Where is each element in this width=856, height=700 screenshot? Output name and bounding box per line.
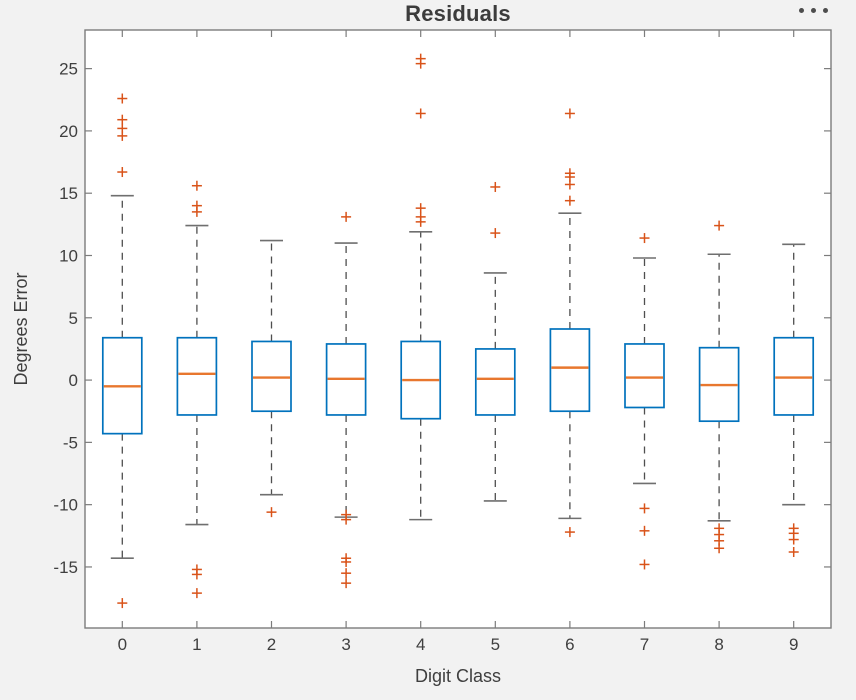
outlier-marker [341, 514, 352, 525]
y-tick-label: 0 [69, 371, 78, 390]
outlier-marker [341, 556, 352, 567]
boxplot-digit-7 [624, 233, 665, 570]
y-tick-label: -15 [53, 558, 78, 577]
boxplot-digit-6 [549, 108, 591, 538]
outlier-marker [415, 216, 426, 227]
outlier-marker [117, 598, 128, 609]
iqr-box [176, 336, 218, 416]
boxplot-digit-1 [176, 180, 218, 599]
outlier-marker [639, 233, 650, 244]
x-tick-label: 8 [714, 635, 723, 654]
y-tick-label: 20 [59, 122, 78, 141]
outlier-marker [415, 203, 426, 214]
outlier-marker [415, 58, 426, 69]
chart-title: Residuals [405, 1, 511, 26]
iqr-box [474, 348, 516, 416]
outlier-marker [788, 534, 799, 545]
outlier-marker [788, 547, 799, 558]
outlier-marker [564, 108, 575, 119]
boxplot-digit-9 [773, 243, 815, 558]
y-tick-label: 5 [69, 309, 78, 328]
ellipsis-dot [811, 8, 816, 13]
outlier-marker [117, 130, 128, 141]
x-tick-label: 3 [341, 635, 350, 654]
boxplot-digit-3 [325, 211, 367, 589]
boxplot-digit-2 [251, 239, 292, 518]
boxplot-digit-4 [400, 53, 442, 521]
boxplot-digit-0 [101, 93, 143, 609]
outlier-marker [639, 503, 650, 514]
outlier-marker [564, 195, 575, 206]
ellipsis-dot [823, 8, 828, 13]
x-tick-label: 1 [192, 635, 201, 654]
y-tick-label: -5 [63, 433, 78, 452]
y-tick-label: 15 [59, 184, 78, 203]
outlier-marker [341, 568, 352, 579]
iqr-box [549, 328, 591, 413]
x-axis-label: Digit Class [415, 666, 501, 686]
x-tick-label: 0 [118, 635, 127, 654]
x-tick-label: 4 [416, 635, 425, 654]
outlier-marker [490, 228, 501, 239]
axes-box [84, 29, 832, 629]
outlier-marker [117, 93, 128, 104]
outlier-marker [341, 578, 352, 589]
outlier-marker [191, 180, 202, 191]
iqr-box [251, 340, 292, 413]
ellipsis-icon[interactable] [797, 6, 830, 15]
y-axis-ticks: 25 20 15 10 5 0 -5 -10 -15 [53, 60, 831, 577]
outlier-marker [191, 206, 202, 217]
y-tick-label: 10 [59, 246, 78, 265]
boxplot-digit-5 [474, 181, 516, 502]
outlier-marker [714, 543, 725, 554]
x-tick-label: 9 [789, 635, 798, 654]
outlier-marker [191, 569, 202, 580]
plot-area [85, 30, 831, 628]
ellipsis-dot [799, 8, 804, 13]
outlier-marker [639, 525, 650, 536]
iqr-box [624, 343, 665, 409]
y-tick-label: 25 [59, 60, 78, 79]
x-tick-label: 5 [491, 635, 500, 654]
x-tick-label: 2 [267, 635, 276, 654]
outlier-marker [639, 559, 650, 570]
x-tick-label: 6 [565, 635, 574, 654]
iqr-box [773, 336, 815, 416]
y-tick-label: -10 [53, 496, 78, 515]
outlier-marker [117, 114, 128, 125]
outlier-marker [341, 211, 352, 222]
outlier-marker [490, 181, 501, 192]
x-tick-label: 7 [640, 635, 649, 654]
boxplot-digit-8 [698, 220, 740, 554]
outlier-marker [117, 167, 128, 178]
outlier-marker [266, 507, 277, 518]
x-axis-ticks: 0 1 2 3 4 5 6 7 8 9 [118, 30, 798, 654]
outlier-marker [415, 108, 426, 119]
y-axis-label: Degrees Error [11, 272, 31, 385]
outlier-marker [564, 527, 575, 538]
outlier-marker [564, 179, 575, 190]
outlier-marker [191, 588, 202, 599]
outlier-marker [714, 220, 725, 231]
